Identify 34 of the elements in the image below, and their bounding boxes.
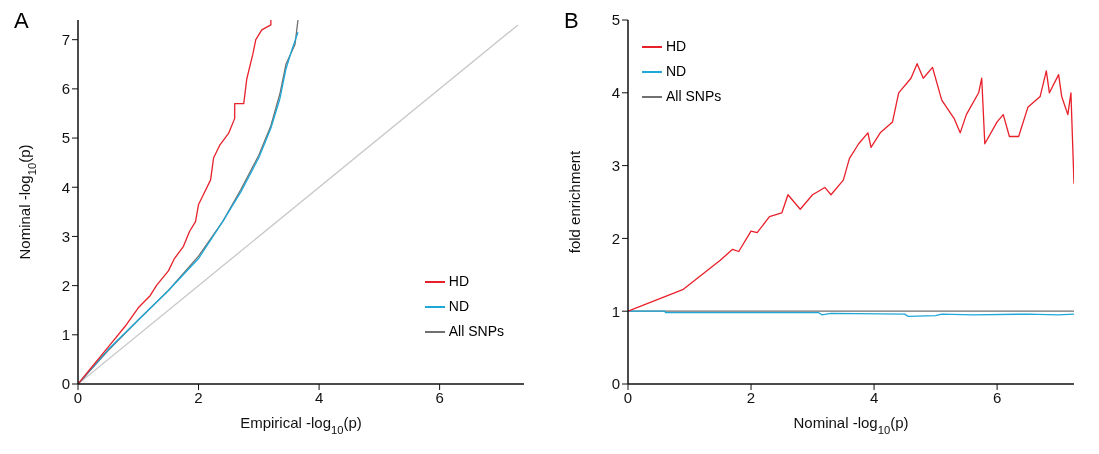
y-tick-label: 5 [611,11,620,29]
x-tick-label: 6 [435,388,444,406]
x-tick-label: 2 [746,388,756,406]
y-tick-label: 4 [61,178,70,196]
y-tick-label: 6 [61,80,70,98]
legend-label: All SNPs [666,87,722,106]
y-tick-label: 4 [611,84,620,102]
legend-label: ND [448,297,469,316]
y-tick-label: 0 [61,375,70,393]
y-tick-label: 1 [611,302,620,320]
legend-label: HD [448,272,469,291]
x-tick-label: 0 [623,388,633,406]
legend-label: HD [666,37,687,56]
legend-label: All SNPs [448,322,504,341]
y-tick-label: 5 [61,129,70,147]
chart-title: B [564,8,579,34]
x-tick-label: 6 [992,388,1002,406]
y-tick-label: 2 [61,276,70,294]
y-tick-label: 3 [61,227,70,245]
chart-title: A [14,8,29,34]
x-axis-title: Nominal -log$_{10}$(p) [793,414,909,436]
x-tick-label: 0 [73,388,83,406]
y-tick-label: 2 [611,229,620,247]
y-tick-label: 1 [61,326,70,344]
x-tick-label: 4 [869,388,879,406]
y-tick-label: 0 [611,375,620,393]
y-tick-label: 7 [61,31,70,48]
y-tick-label: 3 [611,156,620,174]
y-axis-title: fold enrichment [566,149,583,254]
x-axis-title: Empirical -log$_{10}$(p) [240,414,362,436]
x-tick-label: 4 [314,388,324,406]
legend-label: ND [666,62,687,81]
x-tick-label: 2 [194,388,203,406]
line-series [628,63,1074,312]
